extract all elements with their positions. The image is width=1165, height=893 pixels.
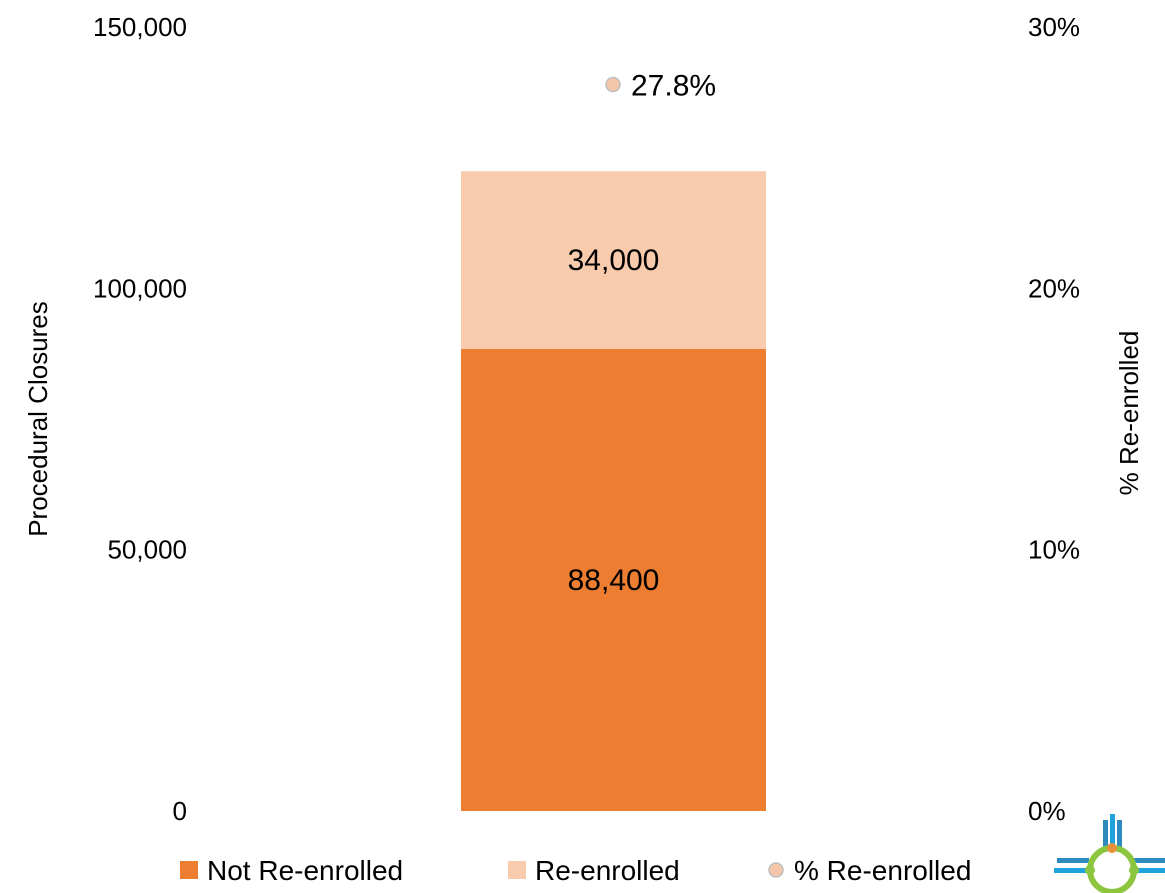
legend-label-re-enrolled: % Re-enrolled [794, 855, 971, 886]
y-axis-title: Procedural Closures [23, 301, 53, 537]
bar-re-enrolled [461, 171, 766, 349]
y-tick-label: 50,000 [107, 535, 187, 565]
y-tick-label: 150,000 [93, 12, 187, 42]
y2-tick-label: 30% [1028, 12, 1080, 42]
new-mexico-zia-logo [1054, 814, 1165, 893]
legend-swatch-not-re-enrolled [180, 861, 198, 879]
y2-tick-label: 0% [1028, 796, 1066, 826]
bars: 88,400 34,000 [461, 171, 766, 811]
legend-swatch-re-enrolled [508, 861, 526, 879]
y2-axis-ticks: 0% 10% 20% 30% [1028, 12, 1080, 826]
y2-tick-label: 10% [1028, 535, 1080, 565]
y2-axis-title: % Re-enrolled [1114, 331, 1144, 496]
bar-data-label: 88,400 [568, 564, 660, 597]
bar-data-label: 34,000 [568, 244, 660, 277]
y-tick-label: 100,000 [93, 273, 187, 303]
y-axis-ticks: 0 50,000 100,000 150,000 [93, 12, 187, 826]
y2-tick-label: 20% [1028, 273, 1080, 303]
point-pct-re-enrolled [605, 76, 621, 93]
legend: Not Re-enrolled Re-enrolled % Re-enrolled [180, 855, 971, 886]
points: 27.8% [605, 69, 716, 102]
point-data-label: 27.8% [631, 69, 716, 102]
bar-not-re-enrolled [461, 348, 766, 811]
legend-label-not-re-enrolled: Not Re-enrolled [207, 855, 403, 886]
legend-label-re-enrolled: Re-enrolled [535, 855, 680, 886]
legend-swatch-re-enrolled [768, 862, 784, 878]
y-tick-label: 0 [173, 796, 187, 826]
